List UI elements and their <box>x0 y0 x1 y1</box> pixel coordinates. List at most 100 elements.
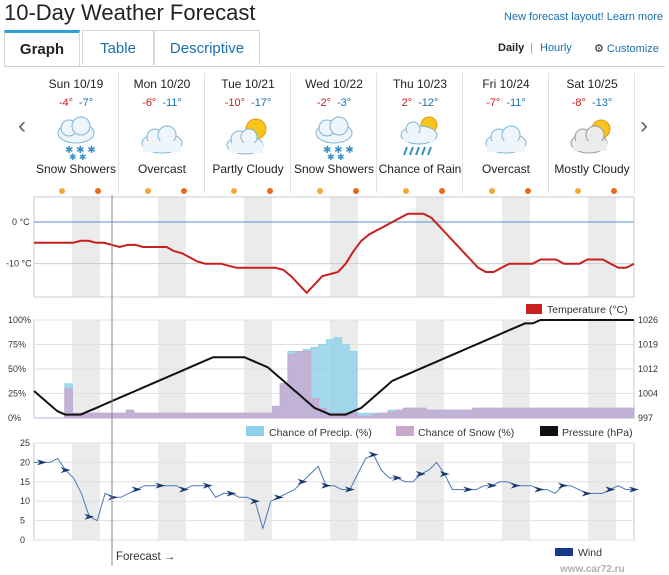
night-band <box>72 320 100 418</box>
wind-direction-arrow <box>415 471 426 478</box>
legend-label-temperature: Temperature (°C) <box>547 304 628 316</box>
low-temp: -11° <box>506 97 526 109</box>
new-layout-link[interactable]: New forecast layout! Learn more <box>504 11 663 23</box>
forecast-marker-label: Forecast → <box>116 551 175 563</box>
night-band <box>158 320 186 418</box>
legend-swatch-wind <box>555 548 573 556</box>
wind-direction-arrow <box>605 486 616 493</box>
night-band <box>158 197 186 297</box>
day-card: Sun 10/19 -4° -7° ✱ ✱ ✱ ✱ ✱ Snow Showers <box>34 73 119 193</box>
wind-direction-arrow <box>557 482 568 489</box>
wind-direction-arrow <box>107 494 118 501</box>
day-card: Sat 10/25 -8° -13° Mostly Cloudy <box>550 73 635 193</box>
snow-showers-icon: ✱ ✱ ✱ ✱ ✱ <box>34 113 118 163</box>
condition-label: Overcast <box>137 162 186 176</box>
hourly-option[interactable]: Hourly <box>540 42 572 54</box>
tab-graph[interactable]: Graph <box>4 30 80 66</box>
night-band <box>416 320 444 418</box>
wind-direction-arrow <box>60 467 71 474</box>
low-temp: -7° <box>79 97 94 109</box>
y-tick-label: 0 °C <box>12 217 30 227</box>
tab-bar: Graph Table Descriptive <box>4 30 665 67</box>
svg-text:✱ ✱ ✱: ✱ ✱ ✱ <box>65 145 96 156</box>
night-band <box>330 443 358 540</box>
y-tick-label: -10 °C <box>6 259 32 269</box>
night-band <box>416 443 444 540</box>
view-separator: | <box>530 42 533 54</box>
tab-table[interactable]: Table <box>82 30 154 65</box>
wind-direction-arrow <box>226 490 237 497</box>
high-temp: -2° <box>316 97 331 109</box>
y-tick-label-left: 75% <box>8 340 26 350</box>
y-tick-label-right: 1004 <box>638 389 658 399</box>
y-tick-label-left: 100% <box>8 315 31 325</box>
y-tick-label: 5 <box>20 516 25 526</box>
wind-plot-frame <box>33 442 635 541</box>
legend-swatch-temperature <box>526 304 542 314</box>
night-band <box>72 197 100 297</box>
temperature-series-line <box>34 212 635 295</box>
next-arrow-icon[interactable]: › <box>640 112 648 139</box>
legend-swatch-precip <box>246 426 264 436</box>
temperature-plot-frame <box>33 196 635 298</box>
day-name: Fri 10/24 <box>482 77 530 91</box>
y-tick-label-right: 1019 <box>638 340 658 350</box>
precip-series-area <box>34 337 635 419</box>
daily-option[interactable]: Daily <box>498 42 525 54</box>
wind-direction-arrow <box>439 471 450 478</box>
customize-label: Customize <box>606 43 659 55</box>
mostly-cloudy-icon <box>550 113 634 163</box>
night-band <box>588 197 616 297</box>
low-temp: -3° <box>337 97 352 109</box>
legend-label-wind: Wind <box>578 547 602 559</box>
tab-descriptive[interactable]: Descriptive <box>154 30 260 65</box>
condition-label: Chance of Rain <box>378 162 462 176</box>
y-tick-label-right: 1012 <box>638 364 658 374</box>
wind-direction-arrow <box>179 486 189 493</box>
y-tick-label-right: 1026 <box>638 315 658 325</box>
condition-label: Overcast <box>481 162 530 176</box>
wind-direction-arrow <box>297 478 308 485</box>
wind-direction-arrow <box>36 459 47 466</box>
day-name: Wed 10/22 <box>305 77 363 91</box>
day-card: Fri 10/24 -7° -11° Overcast <box>464 73 549 193</box>
legend-label-pressure: Pressure (hPa) <box>562 427 633 439</box>
wind-direction-arrow <box>250 498 261 505</box>
legend-swatch-snow <box>396 426 414 436</box>
night-band <box>244 320 272 418</box>
low-temp: -13° <box>591 97 613 109</box>
snow-series-area <box>34 350 635 419</box>
y-tick-label-left: 0% <box>8 413 21 423</box>
pressure-series-line <box>33 319 634 416</box>
day-name: Sun 10/19 <box>48 77 104 91</box>
night-band <box>72 443 100 540</box>
svg-text:✱ ✱ ✱: ✱ ✱ ✱ <box>323 145 354 156</box>
customize-button[interactable]: ⚙ Customize <box>594 42 659 55</box>
night-band <box>502 443 530 540</box>
night-band <box>588 443 616 540</box>
prev-arrow-icon[interactable]: ‹ <box>18 112 26 139</box>
high-temp: -8° <box>571 97 586 109</box>
night-band <box>244 197 272 297</box>
y-tick-label: 25 <box>20 438 30 448</box>
svg-text:✱ ✱: ✱ ✱ <box>69 152 87 161</box>
y-tick-label: 20 <box>20 457 30 467</box>
y-tick-label: 15 <box>20 477 30 487</box>
wind-direction-arrow <box>202 482 213 489</box>
partly-cloudy-icon <box>206 113 290 163</box>
wind-direction-arrow <box>629 486 639 493</box>
wind-direction-arrow <box>534 486 545 493</box>
wind-direction-arrow <box>321 482 332 489</box>
day-card: Tue 10/21 -10° -17° Partly Cloudy <box>206 73 291 193</box>
page-title: 10-Day Weather Forecast <box>4 0 256 25</box>
night-band <box>502 197 530 297</box>
day-name: Mon 10/20 <box>133 77 191 91</box>
day-name: Sat 10/25 <box>566 77 618 91</box>
condition-label: Snow Showers <box>293 162 375 176</box>
condition-label: Partly Cloudy <box>212 162 284 176</box>
svg-text:✱ ✱: ✱ ✱ <box>327 152 345 161</box>
low-temp: -11° <box>162 97 182 109</box>
gear-icon: ⚙ <box>594 43 607 55</box>
watermark-text: www.car72.ru <box>559 564 625 575</box>
high-temp: 2° <box>401 97 413 109</box>
